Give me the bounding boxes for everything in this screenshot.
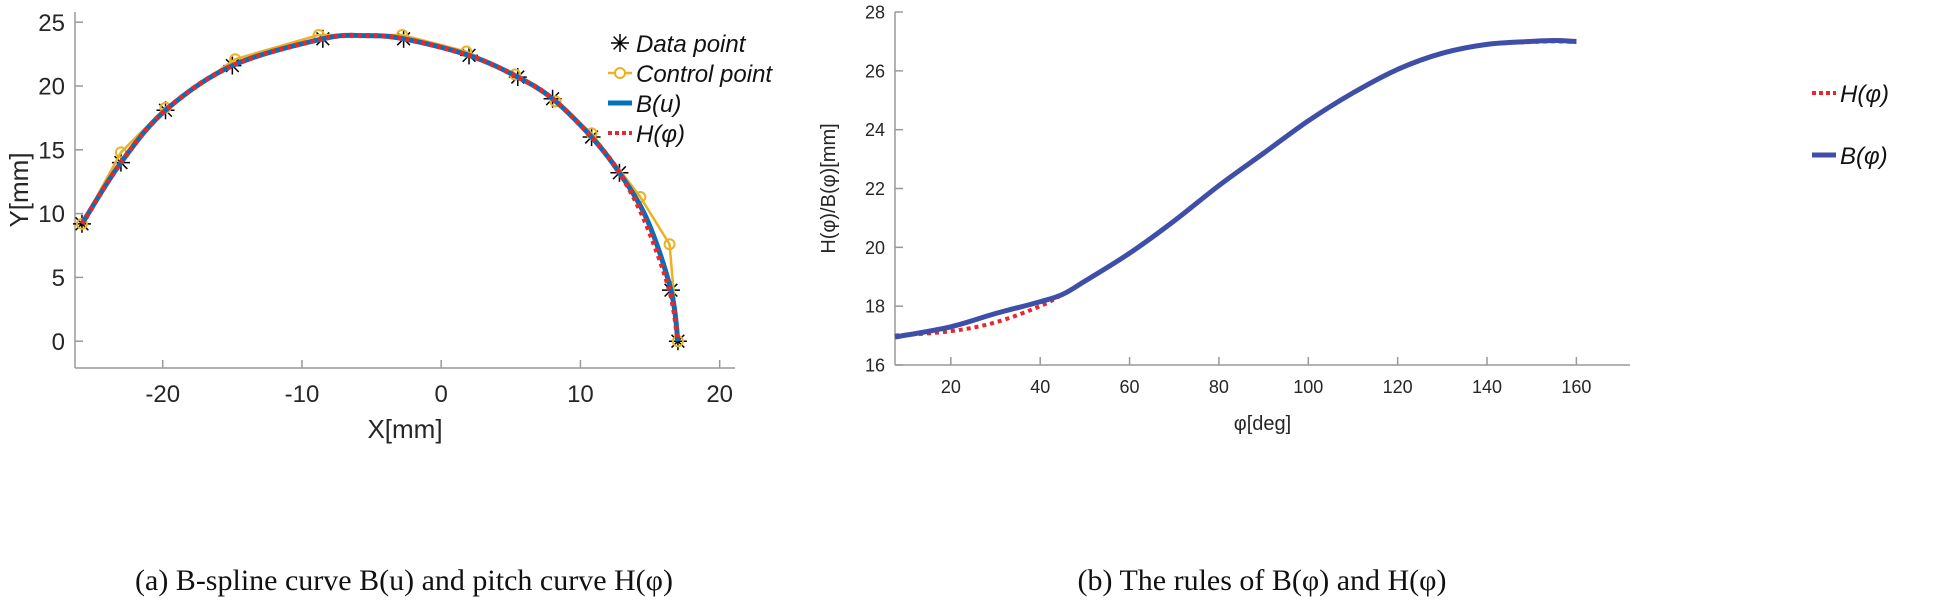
y-tick-label: 15 bbox=[38, 137, 65, 164]
y-tick-label: 28 bbox=[865, 2, 885, 22]
x-axis-label: φ[deg] bbox=[1234, 413, 1291, 435]
legend-label: B(φ) bbox=[1840, 143, 1888, 170]
series-control-point bbox=[80, 33, 680, 342]
chart-a: -20 -10 0 10 20 0 5 10 15 20 25 X[mm] Y[mm] Data poin… bbox=[4, 10, 773, 444]
series-b- bbox=[894, 38, 1577, 340]
x-tick-label: 20 bbox=[941, 377, 961, 397]
x-tick-label: 20 bbox=[706, 381, 733, 408]
control-point-marker bbox=[663, 238, 676, 251]
x-tick-label: 160 bbox=[1561, 377, 1591, 397]
series-b-u- bbox=[79, 32, 681, 342]
y-tick-label: 0 bbox=[52, 329, 65, 356]
x-tick-label: -20 bbox=[145, 381, 180, 408]
y-tick-label: 10 bbox=[38, 201, 65, 228]
x-tick-label: 100 bbox=[1293, 377, 1323, 397]
x-tick-label: 120 bbox=[1383, 377, 1413, 397]
y-tick-label: 18 bbox=[865, 297, 885, 317]
chart-b: 20 40 60 80 100 120 140 160 16 18 20 22 24 26 28 φ[deg]… bbox=[818, 2, 1889, 435]
legend-item: Data point bbox=[611, 31, 747, 58]
y-axis-label: Y[mm] bbox=[4, 152, 34, 227]
legend-label: Data point bbox=[636, 31, 747, 58]
x-tick-label: 60 bbox=[1120, 377, 1140, 397]
asterisk-icon bbox=[613, 36, 627, 50]
y-tick-label: 25 bbox=[38, 10, 65, 37]
control-point-marker bbox=[75, 217, 88, 230]
x-tick-label: -10 bbox=[285, 381, 320, 408]
x-tick-label: 10 bbox=[567, 381, 594, 408]
control-point-marker bbox=[549, 95, 562, 108]
legend-item: Control point bbox=[608, 61, 773, 88]
x-axis-label: X[mm] bbox=[367, 414, 442, 444]
legend-item: B(φ) bbox=[1812, 143, 1888, 170]
y-tick-label: 26 bbox=[865, 61, 885, 81]
y-axis-label: H(φ)/B(φ)[mm] bbox=[818, 123, 840, 253]
y-tick-label: 20 bbox=[865, 238, 885, 258]
x-tick-label: 40 bbox=[1030, 377, 1050, 397]
legend-item: H(φ) bbox=[608, 121, 685, 148]
legend-item: H(φ) bbox=[1812, 81, 1889, 108]
y-tick-label: 5 bbox=[52, 265, 65, 292]
y-tick-label: 16 bbox=[865, 355, 885, 375]
legend-label: H(φ) bbox=[636, 121, 685, 148]
legend-label: H(φ) bbox=[1840, 81, 1889, 108]
legend-item: B(u) bbox=[608, 91, 681, 118]
legend-label: B(u) bbox=[636, 91, 681, 118]
y-tick-label: 24 bbox=[865, 120, 885, 140]
x-tick-label: 140 bbox=[1472, 377, 1502, 397]
caption-a: (a) B-spline curve B(u) and pitch curve … bbox=[135, 564, 673, 597]
y-tick-label: 20 bbox=[38, 74, 65, 101]
y-tick-label: 22 bbox=[865, 179, 885, 199]
x-tick-label: 80 bbox=[1209, 377, 1229, 397]
series-h- bbox=[894, 39, 1577, 338]
legend-label: Control point bbox=[636, 61, 773, 88]
caption-b: (b) The rules of B(φ) and H(φ) bbox=[1078, 564, 1447, 597]
circle-icon bbox=[614, 67, 626, 79]
series-h- bbox=[79, 32, 681, 342]
x-tick-label: 0 bbox=[435, 381, 448, 408]
